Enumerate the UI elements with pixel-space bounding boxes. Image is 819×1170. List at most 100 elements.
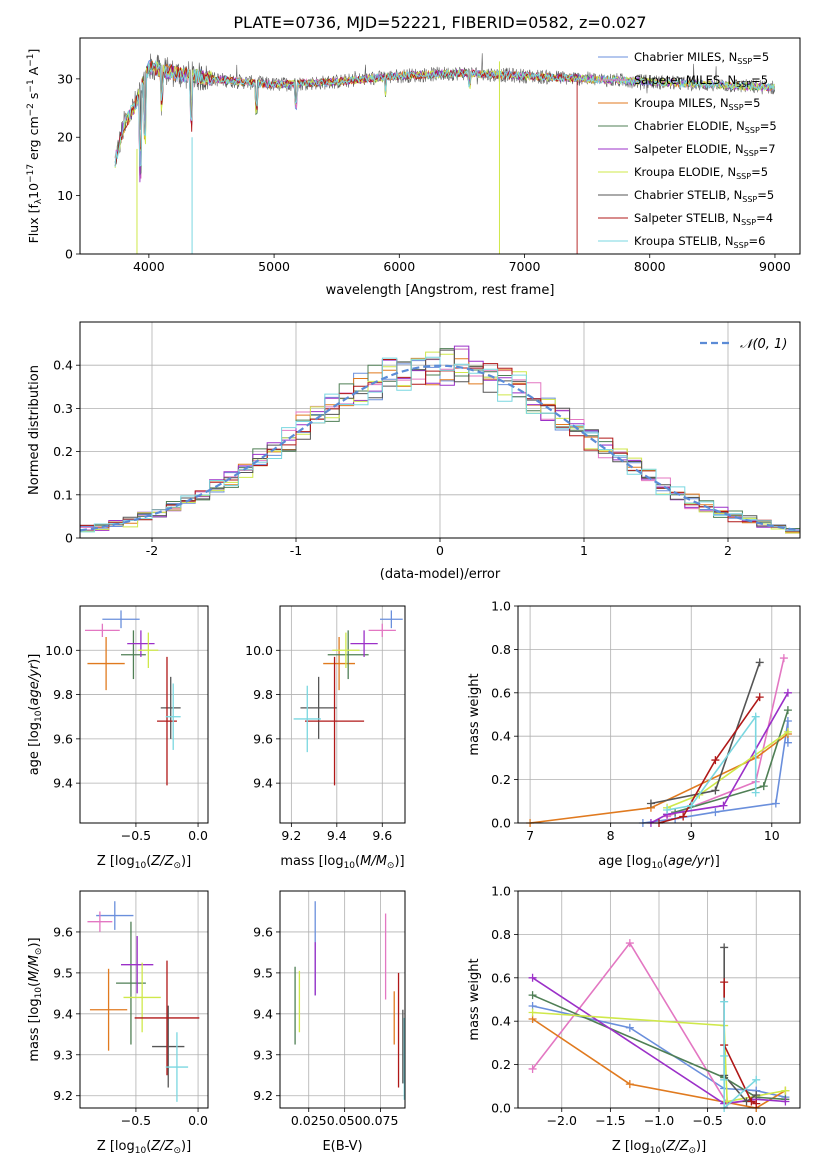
y-tick-label: 0 [65,247,73,262]
weight-marker [752,1090,761,1099]
y-tick-label: 9.6 [53,924,73,939]
y-tick-label: 9.5 [53,965,73,980]
y-tick-label: 20 [57,130,73,145]
y-tick-label: 1.0 [491,884,511,899]
y-axis-label: age [log10(age/yr)] [27,654,44,776]
weight-series-2 [532,1018,786,1109]
weight-marker [720,997,729,1006]
y-tick-label: 10 [57,188,73,203]
weight-marker [711,786,720,795]
mass_vs_EBV-panel: 0.025 0.050 0.075 9.2 9.3 9.4 9.5 9.6 E(B-V) [253,890,406,1154]
x-tick-label: 0 [436,543,444,558]
weight-series-4 [650,692,789,824]
x-tick-label: −1.0 [644,1113,674,1128]
y-tick-label: 10.0 [45,643,73,658]
y-tick-label: 0.8 [491,927,511,942]
weight-marker [781,1086,790,1095]
legend-entry: Kroupa STELIB, NSSP=6 [634,234,765,250]
weight-marker [751,712,760,721]
figure-title: PLATE=0736, MJD=52221, FIBERID=0582, z=0… [233,13,646,32]
weight-marker [679,812,688,821]
x-tick-label: 9.2 [281,828,301,843]
age_vs_Z-panel: −0.5 0.0 9.4 9.6 9.8 10.0 Z [log10(Z/Z⊙)] age [… [27,605,209,871]
weight-marker [755,658,764,667]
y-tick-label: 9.6 [253,924,273,939]
x-tick-label: 6000 [383,259,415,274]
axes-frame [517,890,801,1109]
x-tick-label: 0.0 [746,1113,766,1128]
weight-marker [625,1023,634,1032]
axes-frame [79,890,209,1109]
spectrum-panel: 4000 5000 6000 7000 8000 9000 0 10 20 30 wavelengt… [26,37,801,298]
y-tick-label: 9.3 [53,1047,73,1062]
y-tick-label: 9.4 [253,776,273,791]
y-tick-label: 0.1 [53,487,73,502]
x-tick-label: 0.050 [327,1113,363,1128]
x-axis-label: (data-model)/error [380,567,501,582]
weight-marker [781,1097,790,1106]
mass_vs_Z-panel: −0.5 0.0 9.2 9.3 9.4 9.5 9.6 Z [log10(Z/Z⊙)] mas… [27,890,209,1156]
y-tick-label: 0.6 [491,685,511,700]
y-axis-label: Flux [fλ10−17 erg cm−2 s−1 A−1] [26,49,44,244]
y-tick-label: 9.8 [253,687,273,702]
spectrum-series-7 [114,61,578,254]
y-tick-label: 9.4 [53,776,73,791]
x-tick-label: 0.0 [188,828,208,843]
weight-marker [720,1051,729,1060]
weight-marker [720,978,729,987]
x-tick-label: 0.0 [188,1113,208,1128]
y-tick-label: 9.4 [253,1006,273,1021]
x-tick-label: −0.5 [692,1113,722,1128]
x-tick-label: 0.025 [291,1113,327,1128]
y-tick-label: 9.2 [53,1088,73,1103]
x-tick-label: 7000 [509,259,541,274]
y-tick-label: 9.6 [253,731,273,746]
residuals-panel: -2 -1 0 1 2 0 0.1 0.2 0.3 0.4 (data-model)/error No… [27,321,801,582]
y-tick-label: 0 [65,531,73,546]
x-tick-label: 9.4 [327,828,347,843]
y-axis-label: mass weight [467,673,482,755]
x-tick-label: 9.6 [372,828,392,843]
y-tick-label: 0.4 [491,1014,511,1029]
x-tick-label: 0.075 [363,1113,399,1128]
y-tick-label: 0.3 [53,401,73,416]
weight_vs_Z-panel: −2.0 −1.5 −1.0 −0.5 0.0 0.0 0.2 0.4 0.6 0.8 1.0 Z [… [467,884,801,1156]
x-tick-label: 4000 [133,259,165,274]
weight-marker [783,688,792,697]
y-axis-label: mass weight [467,958,482,1040]
weight-marker [687,801,696,810]
x-tick-label: -1 [290,543,302,558]
weight-marker [711,756,720,765]
axes-frame [517,605,801,824]
y-tick-label: 0.2 [53,444,73,459]
legend-entry: Salpeter ELODIE, NSSP=7 [634,142,776,158]
weight-marker [528,1008,537,1017]
weight-marker [771,799,780,808]
spectrum-legend: Chabrier MILES, NSSP=5 Salpeter MILES, NS… [598,50,777,250]
x-axis-label: mass [log10(M/M⊙)] [280,854,404,871]
axes-frame [79,37,801,255]
y-tick-label: 9.8 [53,687,73,702]
weight-marker [783,706,792,715]
x-tick-label: 8000 [634,259,666,274]
x-axis-label: E(B-V) [322,1139,362,1154]
weight-marker [528,973,537,982]
weight-marker [759,782,768,791]
y-tick-label: 0.2 [491,1057,511,1072]
axes-frame [79,321,801,539]
weight-marker [720,943,729,952]
weight-marker [779,654,788,663]
axes-frame [279,890,406,1109]
x-tick-label: 7 [526,828,534,843]
legend-entry: Salpeter STELIB, NSSP=4 [634,211,773,227]
spectrum-series-8 [114,59,775,168]
x-tick-label: 2 [724,543,732,558]
weight-marker [783,727,792,736]
x-tick-label: 1 [580,543,588,558]
weight-marker [625,1080,634,1089]
y-tick-label: 0.8 [491,642,511,657]
x-tick-label: 8 [607,828,615,843]
x-tick-label: −1.5 [595,1113,625,1128]
x-axis-label: Z [log10(Z/Z⊙)] [612,1139,706,1156]
x-tick-label: −2.0 [547,1113,577,1128]
